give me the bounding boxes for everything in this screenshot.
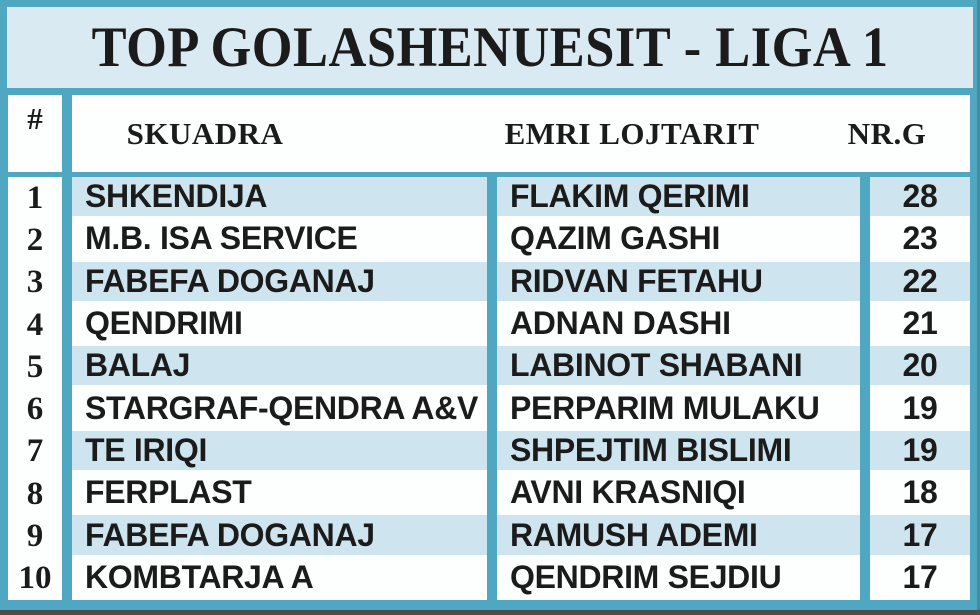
column-divider — [860, 346, 870, 389]
column-divider — [62, 557, 72, 600]
team-cell: STARGRAF-QENDRA A&V — [72, 388, 487, 431]
team-cell: SHKENDIJA — [72, 177, 487, 220]
page-title: TOP GOLASHENUESIT - LIGA 1 — [91, 16, 889, 79]
column-divider — [487, 303, 497, 347]
column-divider — [860, 473, 870, 516]
column-divider — [487, 261, 497, 304]
goals-cell: 22 — [870, 261, 970, 304]
player-cell: RIDVAN FETAHU — [497, 261, 860, 304]
column-divider — [62, 177, 72, 220]
goals-cell: 21 — [870, 303, 970, 347]
goals-cell: 17 — [870, 557, 970, 600]
column-divider — [860, 515, 870, 558]
goals-column-header: NR.G — [847, 115, 927, 151]
team-column-header: SKUADRA — [126, 115, 284, 151]
rank-cell: 9 — [8, 515, 62, 558]
table-header: # SKUADRA EMRI LOJTARIT NR.G — [8, 95, 970, 172]
column-divider — [487, 515, 497, 558]
column-headers: SKUADRA EMRI LOJTARIT NR.G — [72, 95, 970, 172]
rank-cell: 10 — [8, 557, 62, 600]
column-divider — [860, 261, 870, 304]
photo-edge-right — [977, 0, 980, 615]
player-column-header: EMRI LOJTARIT — [504, 115, 760, 151]
team-cell: FABEFA DOGANAJ — [72, 261, 487, 304]
table-row: 1 SHKENDIJA FLAKIM QERIMI 28 — [8, 177, 970, 220]
team-cell: BALAJ — [72, 346, 487, 389]
player-cell: PERPARIM MULAKU — [497, 388, 860, 431]
player-cell: SHPEJTIM BISLIMI — [497, 430, 860, 474]
player-cell: ADNAN DASHI — [497, 303, 860, 347]
column-divider — [487, 388, 497, 431]
goals-cell: 23 — [870, 219, 970, 262]
column-divider — [62, 261, 72, 304]
team-cell: M.B. ISA SERVICE — [72, 219, 487, 262]
column-divider — [860, 177, 870, 220]
team-cell: TE IRIQI — [72, 430, 487, 474]
table-row: 3 FABEFA DOGANAJ RIDVAN FETAHU 22 — [8, 261, 970, 304]
column-divider — [860, 303, 870, 347]
player-cell: FLAKIM QERIMI — [497, 177, 860, 220]
column-divider — [62, 346, 72, 389]
player-cell: RAMUSH ADEMI — [497, 515, 860, 558]
column-divider — [62, 473, 72, 516]
column-divider — [62, 388, 72, 431]
rank-cell: 8 — [8, 473, 62, 516]
column-divider — [860, 219, 870, 262]
goals-cell: 19 — [870, 388, 970, 431]
column-divider — [62, 219, 72, 262]
player-cell: AVNI KRASNIQI — [497, 473, 860, 516]
table-row: 4 QENDRIMI ADNAN DASHI 21 — [8, 303, 970, 347]
column-divider — [860, 557, 870, 600]
table-row: 2 M.B. ISA SERVICE QAZIM GASHI 23 — [8, 219, 970, 262]
rank-cell: 3 — [8, 261, 62, 304]
table-row: 9 FABEFA DOGANAJ RAMUSH ADEMI 17 — [8, 515, 970, 558]
column-divider — [860, 388, 870, 431]
column-divider — [487, 430, 497, 474]
column-divider — [487, 177, 497, 220]
rank-column-header: # — [8, 95, 62, 172]
team-cell: KOMBTARJA A — [72, 557, 487, 600]
table-row: 8 FERPLAST AVNI KRASNIQI 18 — [8, 473, 970, 516]
column-divider — [62, 515, 72, 558]
goals-cell: 18 — [870, 473, 970, 516]
rank-cell: 7 — [8, 430, 62, 474]
goals-cell: 17 — [870, 515, 970, 558]
table-row: 7 TE IRIQI SHPEJTIM BISLIMI 19 — [8, 430, 970, 474]
goals-cell: 19 — [870, 430, 970, 474]
table-row: 10 KOMBTARJA A QENDRIM SEJDIU 17 — [8, 557, 970, 600]
team-cell: QENDRIMI — [72, 303, 487, 347]
column-divider — [487, 473, 497, 516]
rank-cell: 6 — [8, 388, 62, 431]
goals-cell: 28 — [870, 177, 970, 220]
column-divider — [62, 430, 72, 474]
column-divider — [487, 557, 497, 600]
rank-cell: 2 — [8, 219, 62, 262]
table-row: 6 STARGRAF-QENDRA A&V PERPARIM MULAKU 19 — [8, 388, 970, 431]
column-divider — [487, 219, 497, 262]
column-divider — [860, 430, 870, 474]
player-cell: QAZIM GASHI — [497, 219, 860, 262]
photo-edge-bottom — [0, 610, 980, 615]
player-cell: QENDRIM SEJDIU — [497, 557, 860, 600]
column-divider — [62, 303, 72, 347]
table-body: 1 SHKENDIJA FLAKIM QERIMI 28 2 M.B. ISA … — [8, 177, 970, 600]
rank-cell: 1 — [8, 177, 62, 220]
goals-cell: 20 — [870, 346, 970, 389]
table-row: 5 BALAJ LABINOT SHABANI 20 — [8, 346, 970, 389]
rank-cell: 4 — [8, 303, 62, 347]
team-cell: FABEFA DOGANAJ — [72, 515, 487, 558]
column-divider — [487, 346, 497, 389]
title-bar: TOP GOLASHENUESIT - LIGA 1 — [7, 7, 973, 88]
team-cell: FERPLAST — [72, 473, 487, 516]
column-divider — [62, 95, 72, 172]
player-cell: LABINOT SHABANI — [497, 346, 860, 389]
rank-cell: 5 — [8, 346, 62, 389]
